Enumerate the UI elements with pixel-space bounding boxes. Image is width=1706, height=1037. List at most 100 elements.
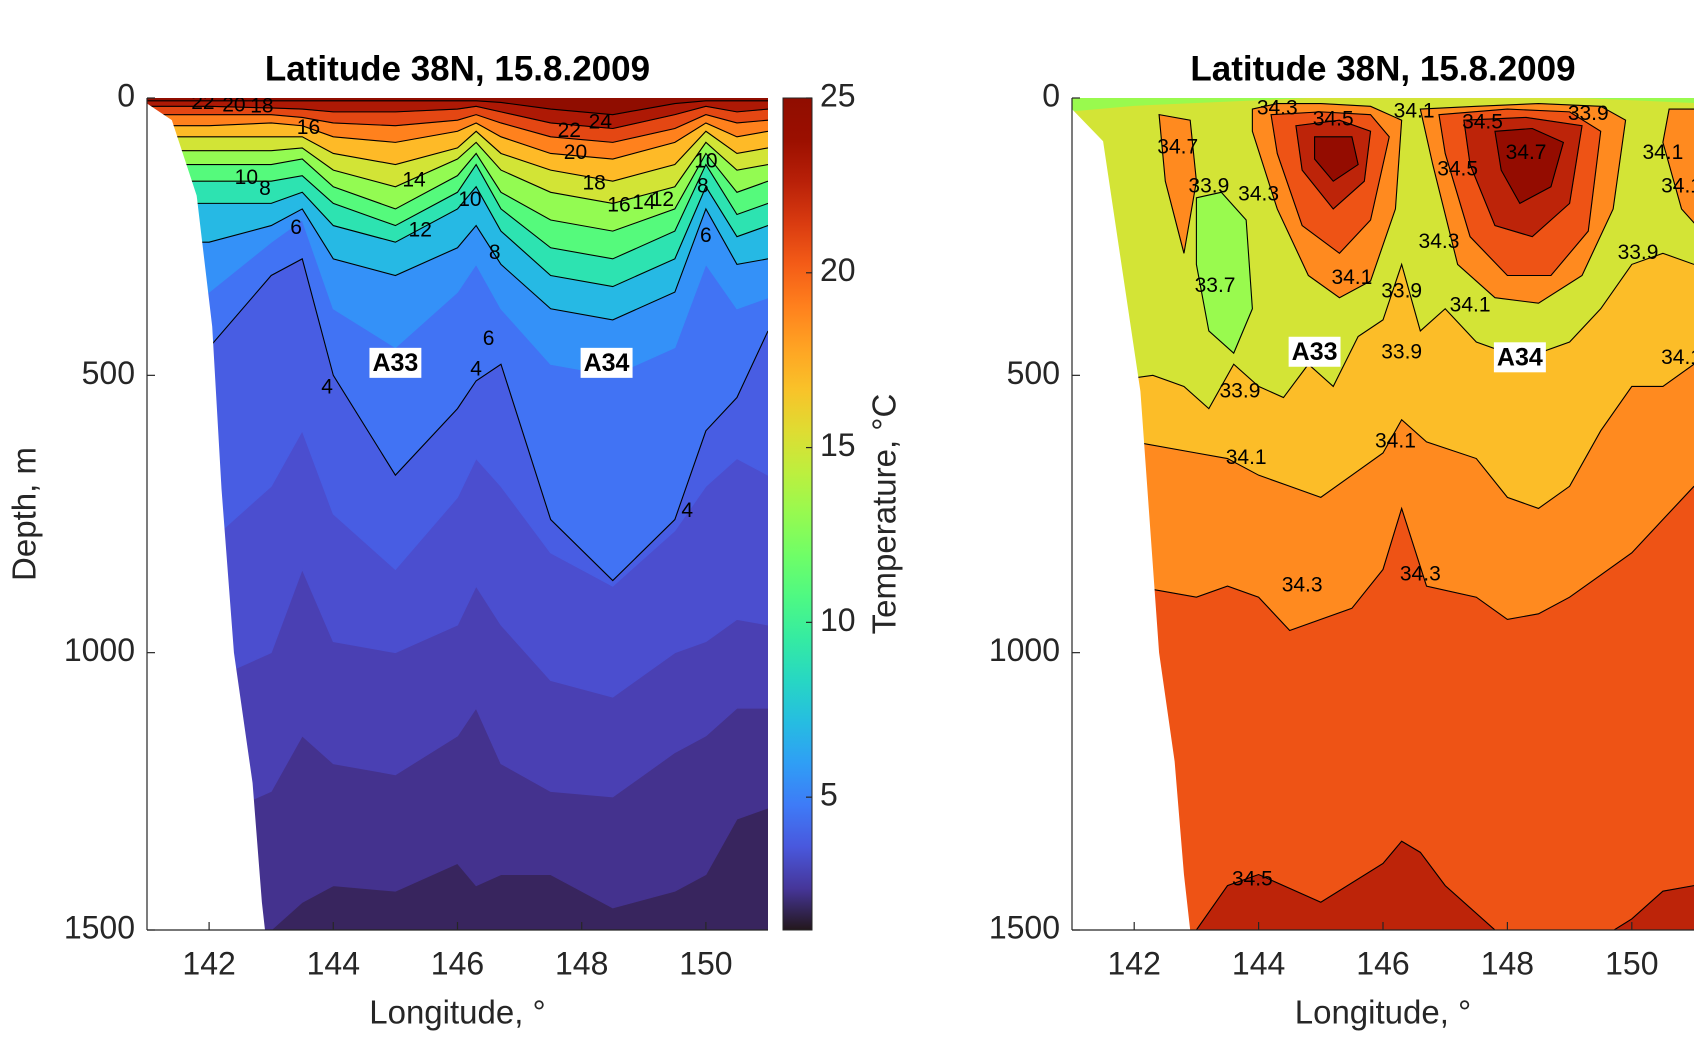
contour-label: 33.7 [1195,274,1236,297]
y-axis-label: Depth, m [6,447,43,581]
chart-title: Latitude 38N, 15.8.2009 [265,49,650,88]
x-tick-label: 146 [1356,945,1409,981]
contour-label: 34.5 [1313,108,1354,131]
x-tick-label: 144 [1232,945,1285,981]
contour-label: 34.5 [1437,158,1478,181]
contour-line [147,105,768,130]
contour-line [1314,136,1359,182]
contour-label: 16 [297,116,320,139]
contour-label: 34.1 [1375,429,1416,452]
colorbar-label: Temperature, °C [866,394,903,635]
contour-label: 34.5 [1462,111,1503,134]
colorbar-tick-label: 10 [820,602,856,638]
contour-label: 34.3 [1282,574,1323,597]
contour-line [147,258,768,582]
colorbar-tick-label: 5 [820,777,838,813]
contour-label: 4 [681,499,693,522]
colorbar [782,97,813,931]
contour-line [147,141,768,204]
contour-label: 20 [222,93,245,116]
contour-label: 10 [458,188,481,211]
contour-line [1195,840,1694,930]
y-tick-label: 1500 [989,909,1060,945]
annotation-box [369,347,422,378]
contour-label: 33.9 [1381,280,1422,303]
contour-label: 18 [250,94,273,117]
contour-label: 10 [235,166,258,189]
x-tick-label: 142 [182,945,235,981]
x-tick-label: 148 [555,945,608,981]
annotation: A34 [584,349,630,377]
contour-line [147,152,768,232]
contour-label: 12 [409,219,432,242]
y-tick-label: 1000 [989,632,1060,668]
y-tick-label: 500 [1007,355,1060,391]
contour-line [147,114,768,143]
x-tick-label: 142 [1108,945,1161,981]
chart-title: Latitude 38N, 15.8.2009 [1190,49,1575,88]
contour-label: 6 [483,327,495,350]
contour-line [147,100,768,116]
contour-line [1463,116,1583,238]
contour-label: 18 [582,172,605,195]
contour-label: 16 [607,194,630,217]
contour-label: 34.3 [1400,563,1441,586]
contour-label: 33.9 [1618,241,1659,264]
contour-line [1295,119,1372,210]
contour-label: 14 [632,191,656,214]
contour-label: 8 [697,174,709,197]
y-tick-label: 500 [82,355,135,391]
x-tick-label: 148 [1481,945,1534,981]
contour-label: 33.9 [1220,380,1261,403]
annotation: A33 [372,349,418,377]
contour-line [147,130,768,182]
x-tick-label: 146 [431,945,484,981]
seafloor-mask [1072,98,1191,930]
contour-label: 20 [564,141,587,164]
x-axis-label: Longitude, ° [369,994,546,1031]
contour-label: 12 [651,188,674,211]
contour-line [1251,102,1403,299]
contour-line [147,207,768,321]
annotation-box [580,347,633,378]
contour-label: 34.7 [1506,141,1547,164]
contour-label: 34.5 [1232,868,1273,891]
contour-label: 4 [321,376,333,399]
y-tick-label: 1000 [64,632,135,668]
contour-label: 14 [402,169,426,192]
contour-label: 4 [470,357,482,380]
contour-line [1438,108,1602,277]
contour-line [1195,191,1253,355]
contour-label: 34.1 [1394,99,1435,122]
contour-label: 34.1 [1226,446,1267,469]
x-tick-label: 150 [679,945,732,981]
contour-label: 34.7 [1157,135,1198,158]
x-axis-label: Longitude, ° [1295,994,1472,1031]
contour-label: 34.1 [1450,294,1491,317]
contour-line [1662,108,1694,224]
contour-line [1072,363,1694,510]
plot-area: 34.3 34.5 34.1 34.5 33.934.733.9 34.334.734.5… [1072,97,1702,930]
contour-label: 8 [259,177,271,200]
y-tick-label: 0 [117,77,135,113]
annotation: A33 [1292,338,1338,366]
contour-line [1419,102,1627,304]
contour-label: 33.9 [1188,174,1229,197]
contour-label: 10 [694,149,717,172]
annotation: A34 [1497,343,1543,371]
contour-label: 34.3 [1257,97,1298,120]
contour-label: 33.9 [1381,341,1422,364]
contour-line [1270,111,1390,255]
contour-label: 34.1 [1661,174,1702,197]
x-tick-label: 150 [1605,945,1658,981]
contour-label: 8 [489,241,501,264]
contour-label: 34.3 [1419,230,1460,253]
contour-label: 34.1 [1331,266,1372,289]
contour-label: 34.1 [1642,141,1683,164]
y-tick-label: 0 [1042,77,1060,113]
contour-label: 6 [290,216,302,239]
contour-label: 34.3 [1238,183,1279,206]
contour-label: 22 [191,91,214,114]
